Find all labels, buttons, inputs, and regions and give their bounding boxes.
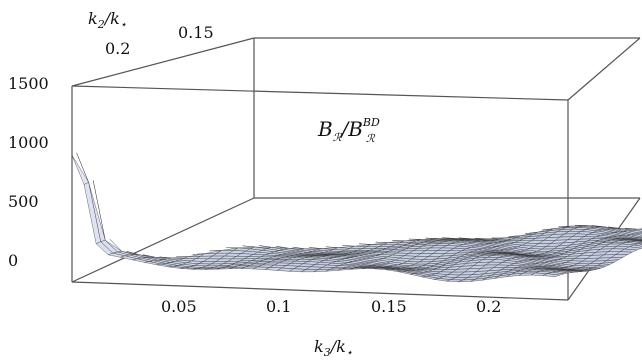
z-tick-label: 500 bbox=[8, 192, 39, 211]
y-tick-label: 0.15 bbox=[178, 23, 214, 42]
z-tick-label: 0 bbox=[8, 251, 18, 270]
surface-patch bbox=[342, 245, 354, 246]
z-tick-label: 1500 bbox=[8, 74, 49, 93]
x-tick-label: 0.1 bbox=[266, 297, 291, 316]
surface-patch bbox=[309, 247, 321, 248]
surface-patch bbox=[376, 242, 388, 243]
surface-patch bbox=[243, 246, 255, 247]
box-edge bbox=[568, 38, 640, 100]
x-tick-label: 0.15 bbox=[371, 297, 407, 316]
box-edge bbox=[72, 38, 254, 86]
box-edge bbox=[72, 86, 568, 100]
z-tick-label: 1000 bbox=[8, 133, 49, 152]
surface bbox=[72, 153, 642, 282]
surface-patch bbox=[359, 244, 371, 245]
x-tick-label: 0.05 bbox=[161, 297, 197, 316]
surface-patch bbox=[72, 155, 89, 184]
y-axis-label: k2/k⋆ bbox=[88, 9, 127, 31]
x-tick-label: 0.2 bbox=[476, 297, 501, 316]
surface-patch bbox=[84, 182, 101, 244]
x-axis-label: k3/k⋆ bbox=[314, 337, 353, 359]
surface-patch bbox=[326, 247, 338, 248]
y-tick-label: 0.2 bbox=[105, 39, 130, 58]
